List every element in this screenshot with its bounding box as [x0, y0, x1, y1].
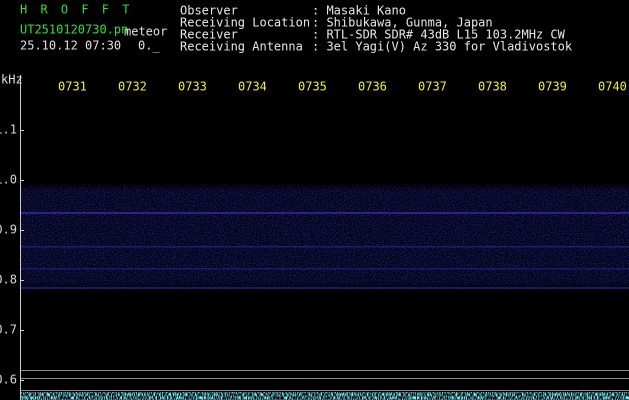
y-tick-label: 0.7 — [0, 323, 17, 337]
field-value: : Masaki Kano — [312, 4, 406, 18]
spectrogram-noise — [21, 182, 629, 400]
x-tick-label: 0734 — [238, 80, 267, 94]
x-tick-label: 0733 — [178, 80, 207, 94]
x-tick-label: 0731 — [58, 80, 87, 94]
y-tick-label: 0.8 — [0, 273, 17, 287]
x-tick-label: 0736 — [358, 80, 387, 94]
x-tick-label: 0740 — [598, 80, 627, 94]
reference-lines — [21, 370, 629, 391]
field-value: : RTL-SDR SDR# 43dB L15 103.2MHz CW — [312, 28, 566, 42]
y-tick-label: 1.1 — [0, 123, 17, 137]
x-tick-label: 0732 — [118, 80, 147, 94]
x-tick-label: 0739 — [538, 80, 567, 94]
app-name: H R O F F T — [20, 3, 132, 17]
field-value: : Shibukawa, Gunma, Japan — [312, 16, 493, 30]
y-unit: kHz — [1, 73, 23, 87]
field-label: Receiving Antenna — [180, 40, 303, 54]
y-tick-label: 0.9 — [0, 223, 17, 237]
tag: meteor — [124, 25, 167, 39]
y-tick-label: 0.6 — [0, 373, 17, 387]
x-tick-label: 0737 — [418, 80, 447, 94]
field-label: Receiving Location — [180, 16, 310, 30]
status: 0._ — [138, 39, 160, 53]
x-tick-label: 0738 — [478, 80, 507, 94]
field-label: Observer — [180, 4, 238, 18]
field-value: : 3el Yagi(V) Az 330 for Vladivostok — [312, 40, 573, 54]
file-name: UT2510120730.pn — [20, 23, 128, 37]
x-tick-label: 0735 — [298, 80, 327, 94]
y-tick-label: 1.0 — [0, 173, 17, 187]
field-label: Receiver — [180, 28, 238, 42]
timestamp: 25.10.12 07:30 — [20, 39, 121, 53]
